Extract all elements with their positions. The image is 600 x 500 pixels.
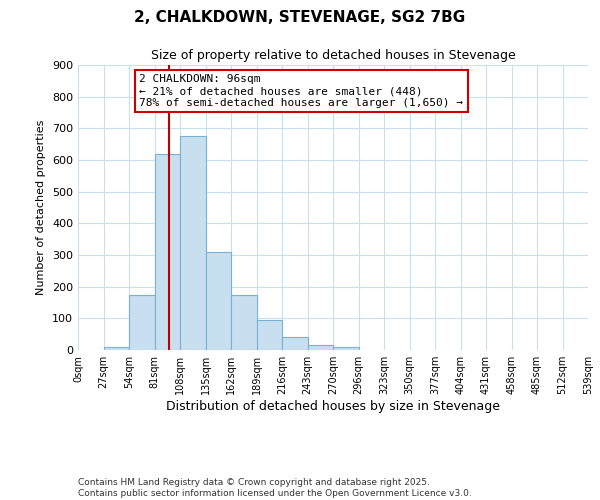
X-axis label: Distribution of detached houses by size in Stevenage: Distribution of detached houses by size … xyxy=(166,400,500,413)
Bar xyxy=(155,154,180,350)
Bar xyxy=(282,338,308,350)
Bar xyxy=(308,346,333,350)
Bar xyxy=(129,294,155,350)
Title: Size of property relative to detached houses in Stevenage: Size of property relative to detached ho… xyxy=(151,50,515,62)
Bar xyxy=(333,347,359,350)
Y-axis label: Number of detached properties: Number of detached properties xyxy=(37,120,46,295)
Text: 2, CHALKDOWN, STEVENAGE, SG2 7BG: 2, CHALKDOWN, STEVENAGE, SG2 7BG xyxy=(134,10,466,25)
Bar xyxy=(257,320,282,350)
Bar xyxy=(205,252,231,350)
Bar xyxy=(231,294,257,350)
Bar xyxy=(104,347,129,350)
Text: Contains HM Land Registry data © Crown copyright and database right 2025.
Contai: Contains HM Land Registry data © Crown c… xyxy=(78,478,472,498)
Bar xyxy=(180,136,205,350)
Text: 2 CHALKDOWN: 96sqm
← 21% of detached houses are smaller (448)
78% of semi-detach: 2 CHALKDOWN: 96sqm ← 21% of detached hou… xyxy=(139,74,463,108)
